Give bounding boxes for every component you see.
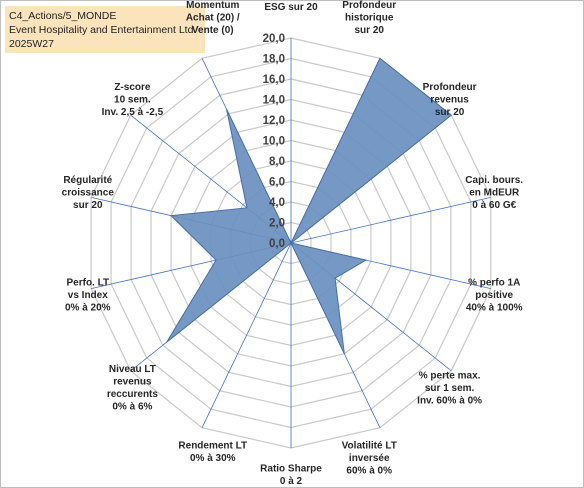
- category-label-line: % perfo 1A: [468, 278, 520, 289]
- category-label: Ratio Sharpe 0 à 2: [260, 464, 322, 488]
- category-label-line: Capi. bours.: [465, 175, 523, 186]
- category-label-line: Note: [280, 0, 303, 1]
- category-label: Capi. bours. en MdEUR 0 à 60 G€: [465, 175, 523, 211]
- category-label-line: Régularité: [63, 175, 112, 186]
- radial-tick-label: 14,0: [263, 95, 285, 107]
- category-label-line: vs Index: [68, 290, 108, 301]
- category-label-line: historique: [345, 12, 394, 23]
- category-label-line: sur 20: [435, 107, 465, 118]
- radial-tick-label: 6,0: [269, 177, 285, 189]
- category-label-line: 0 à 2: [280, 476, 303, 487]
- title-line-2: Event Hospitality and Entertainment Ltd: [9, 24, 194, 36]
- category-label: Niveau LT revenus reccurents 0% à 6%: [107, 364, 159, 413]
- category-label-line: 0% à 30%: [190, 453, 236, 464]
- category-label-line: Inv. 2,5 à -2,5: [102, 107, 164, 118]
- category-label-line: % perte max.: [419, 370, 481, 381]
- category-label-line: Vente (0): [192, 25, 234, 36]
- category-label: % perte max. sur 1 sem. Inv. 60% à 0%: [417, 370, 482, 406]
- category-label: % perfo 1A positive 40% à 100%: [466, 278, 523, 314]
- category-label-line: Rendement LT: [178, 441, 247, 452]
- category-label-line: Volatilité LT: [342, 441, 397, 452]
- category-label-line: revenus: [430, 95, 469, 106]
- category-label-line: sur 20: [73, 200, 103, 211]
- radar-series-layer: [166, 57, 453, 355]
- category-label-line: 10 sem.: [114, 95, 151, 106]
- radial-tick-labels: 0,0 2,0 4,0 6,0 8,0 10,0 12,0 14,0 16,0 18,0 20,0: [263, 33, 285, 250]
- series-area: [166, 57, 453, 355]
- category-label: Perfo. LT vs Index 0% à 20%: [65, 278, 111, 314]
- radial-tick-label: 0,0: [269, 238, 285, 250]
- category-label-line: reccurents: [107, 389, 159, 400]
- radial-tick-label: 16,0: [263, 74, 285, 86]
- category-label-line: 60% à 0%: [346, 466, 392, 477]
- category-label-line: Ratio Sharpe: [260, 464, 322, 475]
- category-label-line: Achat (20) /: [186, 12, 240, 23]
- category-label-line: revenus: [113, 377, 152, 388]
- category-label-line: sur 1 sem.: [425, 383, 475, 394]
- category-label-line: 0 à 60 G€: [472, 200, 516, 211]
- radial-tick-label: 4,0: [269, 197, 285, 209]
- title-line-3: 2025W27: [9, 38, 54, 50]
- radial-tick-label: 20,0: [263, 33, 285, 45]
- category-label-line: 0% à 20%: [65, 303, 111, 314]
- radial-tick-label: 2,0: [269, 218, 285, 230]
- category-label: Profondeur historique sur 20: [342, 0, 396, 36]
- radial-tick-label: 10,0: [263, 136, 285, 148]
- category-label-line: sur 20: [354, 25, 384, 36]
- category-label: Rendement LT 0% à 30%: [178, 441, 247, 465]
- axis-spoke: [290, 196, 491, 244]
- category-label-line: Momentum: [186, 0, 239, 11]
- category-label: Z-score 10 sem. Inv. 2,5 à -2,5: [102, 82, 164, 118]
- category-label-line: 40% à 100%: [466, 303, 523, 314]
- radial-tick-label: 18,0: [263, 54, 285, 66]
- category-label-line: 0% à 6%: [112, 402, 152, 413]
- axis-spoke: [201, 242, 292, 428]
- category-label: Régularité croissance sur 20: [62, 175, 115, 211]
- category-label: Momentum Achat (20) / Vente (0): [186, 0, 240, 36]
- radial-tick-label: 8,0: [269, 156, 285, 168]
- category-label-line: Profondeur: [342, 0, 396, 11]
- title-box: C4_Actions/5_MONDE Event Hospitality and…: [5, 6, 205, 53]
- category-label-line: Z-score: [114, 82, 151, 93]
- title-line-1: C4_Actions/5_MONDE: [9, 10, 117, 22]
- category-label-line: Niveau LT: [109, 364, 156, 375]
- category-label-line: positive: [475, 290, 513, 301]
- category-label-line: Inv. 60% à 0%: [417, 395, 482, 406]
- category-label-line: Perfo. LT: [66, 278, 109, 289]
- category-label-line: croissance: [62, 187, 115, 198]
- category-label-line: Profondeur: [423, 82, 477, 93]
- category-label: Volatilité LT inversée 60% à 0%: [342, 441, 397, 477]
- category-label-line: en MdEUR: [469, 187, 520, 198]
- category-label-line: inversée: [349, 453, 390, 464]
- category-label-line: ESG sur 20: [264, 2, 318, 13]
- radial-tick-label: 12,0: [263, 115, 285, 127]
- category-label: Profondeur revenus sur 20: [423, 82, 477, 118]
- category-label: NoteESG sur 20: [264, 0, 318, 13]
